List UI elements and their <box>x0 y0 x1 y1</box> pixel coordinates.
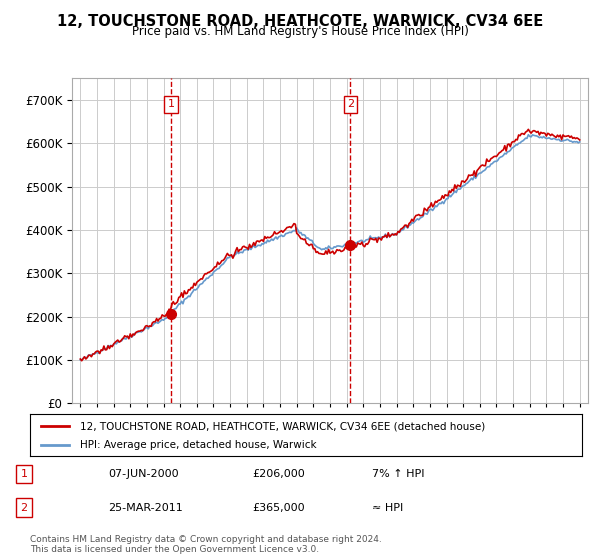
Text: 2: 2 <box>20 502 28 512</box>
Text: 12, TOUCHSTONE ROAD, HEATHCOTE, WARWICK, CV34 6EE (detached house): 12, TOUCHSTONE ROAD, HEATHCOTE, WARWICK,… <box>80 421 485 431</box>
Text: 1: 1 <box>167 99 175 109</box>
Text: 2: 2 <box>347 99 354 109</box>
Text: £365,000: £365,000 <box>252 502 305 512</box>
Text: 7% ↑ HPI: 7% ↑ HPI <box>372 469 425 479</box>
Text: Contains HM Land Registry data © Crown copyright and database right 2024.
This d: Contains HM Land Registry data © Crown c… <box>30 535 382 554</box>
Text: 25-MAR-2011: 25-MAR-2011 <box>108 502 183 512</box>
Text: 12, TOUCHSTONE ROAD, HEATHCOTE, WARWICK, CV34 6EE: 12, TOUCHSTONE ROAD, HEATHCOTE, WARWICK,… <box>57 14 543 29</box>
Text: Price paid vs. HM Land Registry's House Price Index (HPI): Price paid vs. HM Land Registry's House … <box>131 25 469 38</box>
Text: HPI: Average price, detached house, Warwick: HPI: Average price, detached house, Warw… <box>80 440 316 450</box>
Text: 07-JUN-2000: 07-JUN-2000 <box>108 469 179 479</box>
Text: £206,000: £206,000 <box>252 469 305 479</box>
Text: ≈ HPI: ≈ HPI <box>372 502 403 512</box>
Text: 1: 1 <box>20 469 28 479</box>
